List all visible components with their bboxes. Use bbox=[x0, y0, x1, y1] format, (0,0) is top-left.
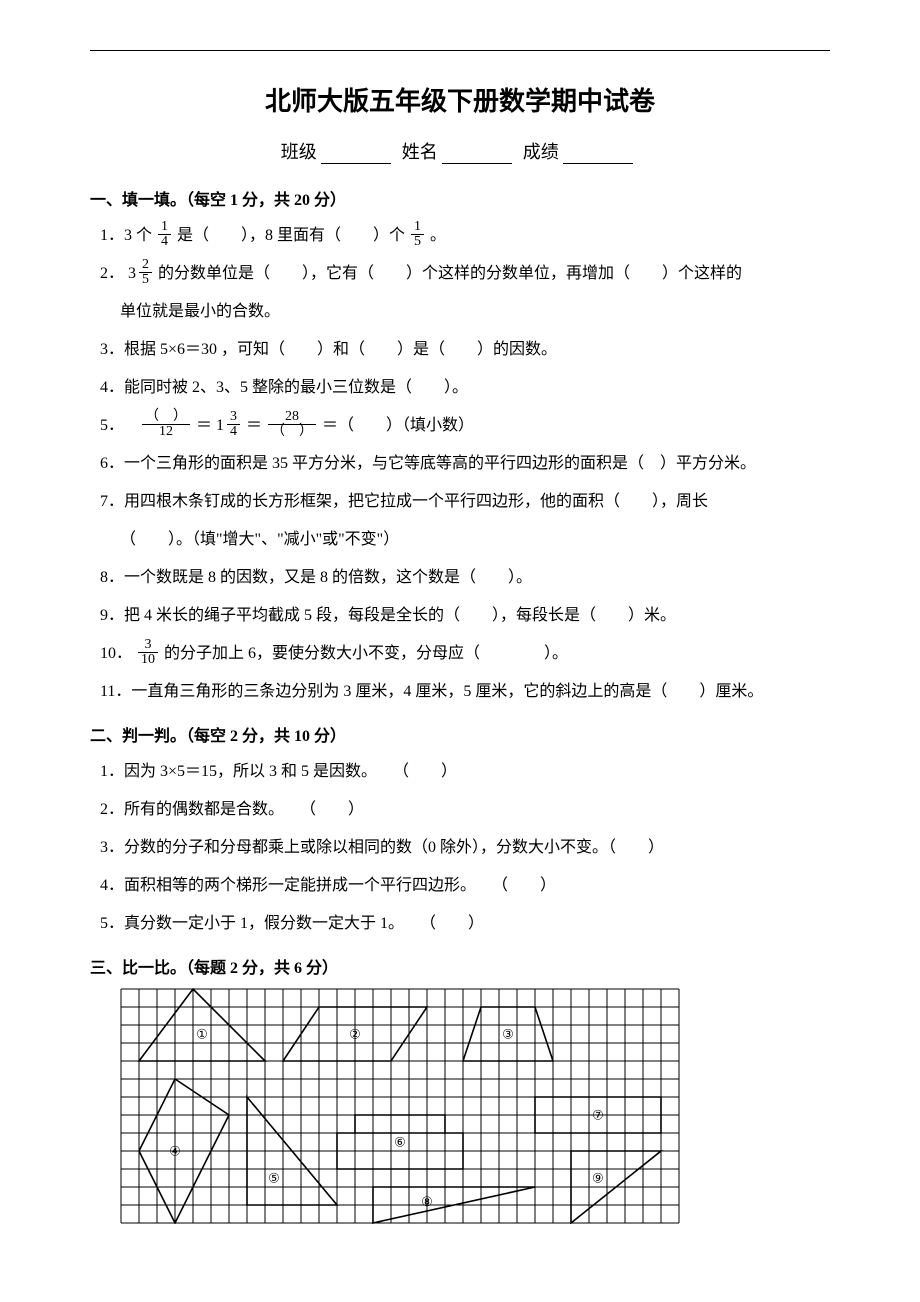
q1-fraction1: 1 4 bbox=[158, 220, 171, 249]
q1-fraction2: 1 5 bbox=[411, 220, 424, 249]
q5-f1-den: 12 bbox=[142, 425, 190, 439]
q5-eq2: ＝ bbox=[246, 417, 262, 434]
score-label: 成绩 bbox=[523, 138, 559, 164]
top-rule bbox=[90, 50, 830, 51]
q5-mixed: 1 3 4 bbox=[216, 410, 242, 442]
page-title: 北师大版五年级下册数学期中试卷 bbox=[90, 81, 830, 118]
score-blank[interactable] bbox=[563, 144, 633, 164]
q8-line: 8．一个数既是 8 的因数，又是 8 的倍数，这个数是（ ）。 bbox=[100, 562, 830, 594]
q2-text-b: 的分数单位是（ ），它有（ ）个这样的分数单位，再增加（ ）个这样的 bbox=[158, 265, 742, 282]
q1-text-b: 是（ ），8 里面有（ ）个 bbox=[177, 227, 405, 244]
q7-line: 7．用四根木条钉成的长方形框架，把它拉成一个平行四边形，他的面积（ ），周长 bbox=[100, 486, 830, 518]
q3-line: 3．根据 5×6＝30 ，可知（ ）和（ ）是（ ）的因数。 bbox=[100, 334, 830, 366]
class-blank[interactable] bbox=[321, 144, 391, 164]
svg-text:①: ① bbox=[196, 1027, 208, 1042]
q5-f2-den: 4 bbox=[227, 425, 240, 439]
name-label: 姓名 bbox=[402, 138, 438, 164]
q11-line: 11．一直角三角形的三条边分别为 3 厘米，4 厘米，5 厘米，它的斜边上的高是… bbox=[100, 676, 830, 708]
q4-line: 4．能同时被 2、3、5 整除的最小三位数是（ ）。 bbox=[100, 372, 830, 404]
name-blank[interactable] bbox=[442, 144, 512, 164]
svg-text:⑧: ⑧ bbox=[421, 1194, 433, 1209]
q1-line: 1．3 个 1 4 是（ ），8 里面有（ ）个 1 5 。 bbox=[100, 220, 830, 252]
q5-fraction3: 28 （ ） bbox=[268, 410, 316, 439]
q10-f-num: 3 bbox=[138, 638, 158, 653]
q5-eq1: ＝ bbox=[196, 417, 212, 434]
q9-line: 9．把 4 米长的绳子平均截成 5 段，每段是全长的（ ），每段长是（ ）米。 bbox=[100, 600, 830, 632]
q5-text-b: ＝（ ）（填小数） bbox=[322, 417, 474, 434]
q5-fraction2: 3 4 bbox=[227, 410, 240, 439]
student-info: 班级 姓名 成绩 bbox=[90, 138, 830, 164]
s2-q4: 4．面积相等的两个梯形一定能拼成一个平行四边形。 （ ） bbox=[100, 870, 830, 902]
svg-text:②: ② bbox=[349, 1027, 361, 1042]
grid-figure: ① ② ③ ④ ⑤ ⑥ ⑦ ⑧ ⑨ bbox=[120, 988, 830, 1224]
q1-f2-den: 5 bbox=[411, 235, 424, 249]
s2-q5: 5．真分数一定小于 1，假分数一定大于 1。 （ ） bbox=[100, 908, 830, 940]
svg-text:⑦: ⑦ bbox=[592, 1108, 604, 1123]
svg-text:⑥: ⑥ bbox=[394, 1135, 406, 1150]
q2-f-den: 5 bbox=[139, 273, 152, 287]
q10-fraction: 3 10 bbox=[138, 638, 158, 667]
svg-text:③: ③ bbox=[502, 1027, 514, 1042]
s2-q2: 2．所有的偶数都是合数。 （ ） bbox=[100, 794, 830, 826]
q2-f-num: 2 bbox=[139, 258, 152, 273]
q2-line2: 单位就是最小的合数。 bbox=[120, 296, 830, 328]
svg-text:⑤: ⑤ bbox=[268, 1171, 280, 1186]
section2-header: 二、判一判。（每空 2 分，共 10 分） bbox=[90, 722, 830, 746]
q1-text-c: 。 bbox=[430, 227, 446, 244]
class-label: 班级 bbox=[281, 138, 317, 164]
q2-fraction: 2 5 bbox=[139, 258, 152, 287]
q5-fraction1: （ ） 12 bbox=[142, 410, 190, 439]
q5-f1-num: （ ） bbox=[142, 410, 190, 425]
svg-text:⑨: ⑨ bbox=[592, 1171, 604, 1186]
s2-q1: 1．因为 3×5＝15，所以 3 和 5 是因数。 （ ） bbox=[100, 756, 830, 788]
section3-header: 三、比一比。（每题 2 分，共 6 分） bbox=[90, 954, 830, 978]
q1-f1-num: 1 bbox=[158, 220, 171, 235]
q10-line: 10． 3 10 的分子加上 6，要使分数大小不变，分母应（ ）。 bbox=[100, 638, 830, 670]
q1-f1-den: 4 bbox=[158, 235, 171, 249]
section1-header: 一、填一填。（每空 1 分，共 20 分） bbox=[90, 186, 830, 210]
svg-text:④: ④ bbox=[169, 1144, 181, 1159]
s2-q3: 3．分数的分子和分母都乘上或除以相同的数（0 除外），分数大小不变。（ ） bbox=[100, 832, 830, 864]
q2-mixed: 3 2 5 bbox=[128, 258, 154, 290]
q1-text-a: 1．3 个 bbox=[100, 227, 152, 244]
q2-text-a: 2． bbox=[100, 265, 124, 282]
q10-f-den: 10 bbox=[138, 653, 158, 667]
q5-line: 5． （ ） 12 ＝ 1 3 4 ＝ 28 （ ） ＝（ ）（填小数） bbox=[100, 410, 830, 442]
q2-line: 2． 3 2 5 的分数单位是（ ），它有（ ）个这样的分数单位，再增加（ ）个… bbox=[100, 258, 830, 290]
q5-f2-num: 3 bbox=[227, 410, 240, 425]
q5-f3-den: （ ） bbox=[268, 425, 316, 439]
q10-text-a: 10． bbox=[100, 645, 132, 662]
q5-text-a: 5． bbox=[100, 417, 124, 434]
q10-text-b: 的分子加上 6，要使分数大小不变，分母应（ ）。 bbox=[164, 645, 568, 662]
q1-f2-num: 1 bbox=[411, 220, 424, 235]
q2-whole: 3 bbox=[128, 258, 136, 290]
shapes-grid: ① ② ③ ④ ⑤ ⑥ ⑦ ⑧ ⑨ bbox=[120, 988, 680, 1224]
q6-line: 6．一个三角形的面积是 35 平方分米，与它等底等高的平行四边形的面积是（ ）平… bbox=[100, 448, 830, 480]
q5-f3-num: 28 bbox=[268, 410, 316, 425]
q7-line2: （ ）。（填"增大"、"减小"或"不变"） bbox=[120, 524, 830, 556]
q5-whole: 1 bbox=[216, 410, 224, 442]
